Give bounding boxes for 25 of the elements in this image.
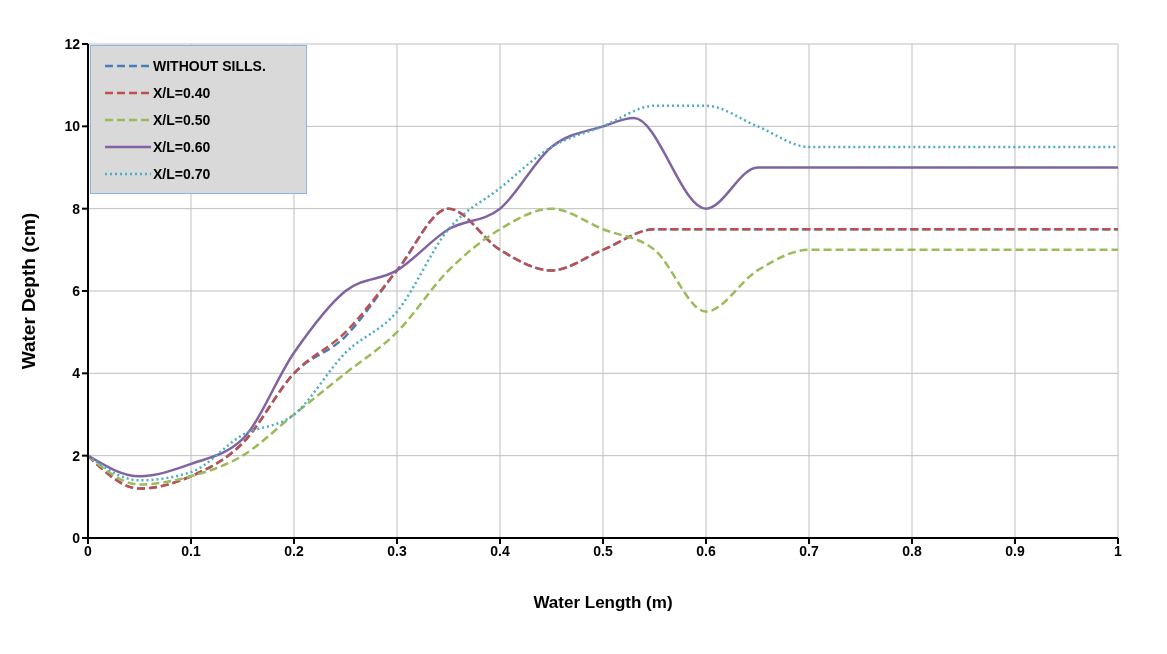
x-tick-label: 0.9 [1005, 542, 1025, 559]
x-tick-label: 0.8 [902, 542, 922, 559]
x-tick-label: 1 [1114, 542, 1123, 559]
y-tick-label: 10 [64, 118, 81, 135]
y-tick-label: 4 [72, 365, 81, 382]
x-tick-label: 0.6 [696, 542, 716, 559]
x-tick-label: 0.4 [490, 542, 510, 559]
legend-label: X/L=0.70 [153, 165, 211, 182]
y-tick-label: 0 [72, 529, 81, 546]
y-axis-title: Water Depth (cm) [17, 212, 39, 370]
x-tick-label: 0.5 [593, 542, 613, 559]
legend-label: WITHOUT SILLS. [153, 57, 266, 74]
x-tick-label: 0.1 [181, 542, 201, 559]
y-tick-label: 8 [72, 200, 81, 217]
y-tick-label: 2 [72, 447, 81, 464]
x-tick-label: 0.3 [387, 542, 407, 559]
x-tick-label: 0.7 [799, 542, 819, 559]
x-tick-label: 0 [84, 542, 93, 559]
legend-label: X/L=0.40 [153, 84, 211, 101]
x-tick-label: 0.2 [284, 542, 304, 559]
x-axis-title: Water Length (m) [533, 593, 673, 612]
legend-label: X/L=0.60 [153, 138, 211, 155]
legend-label: X/L=0.50 [153, 111, 211, 128]
y-tick-label: 6 [72, 282, 81, 299]
y-tick-label: 12 [64, 35, 81, 52]
